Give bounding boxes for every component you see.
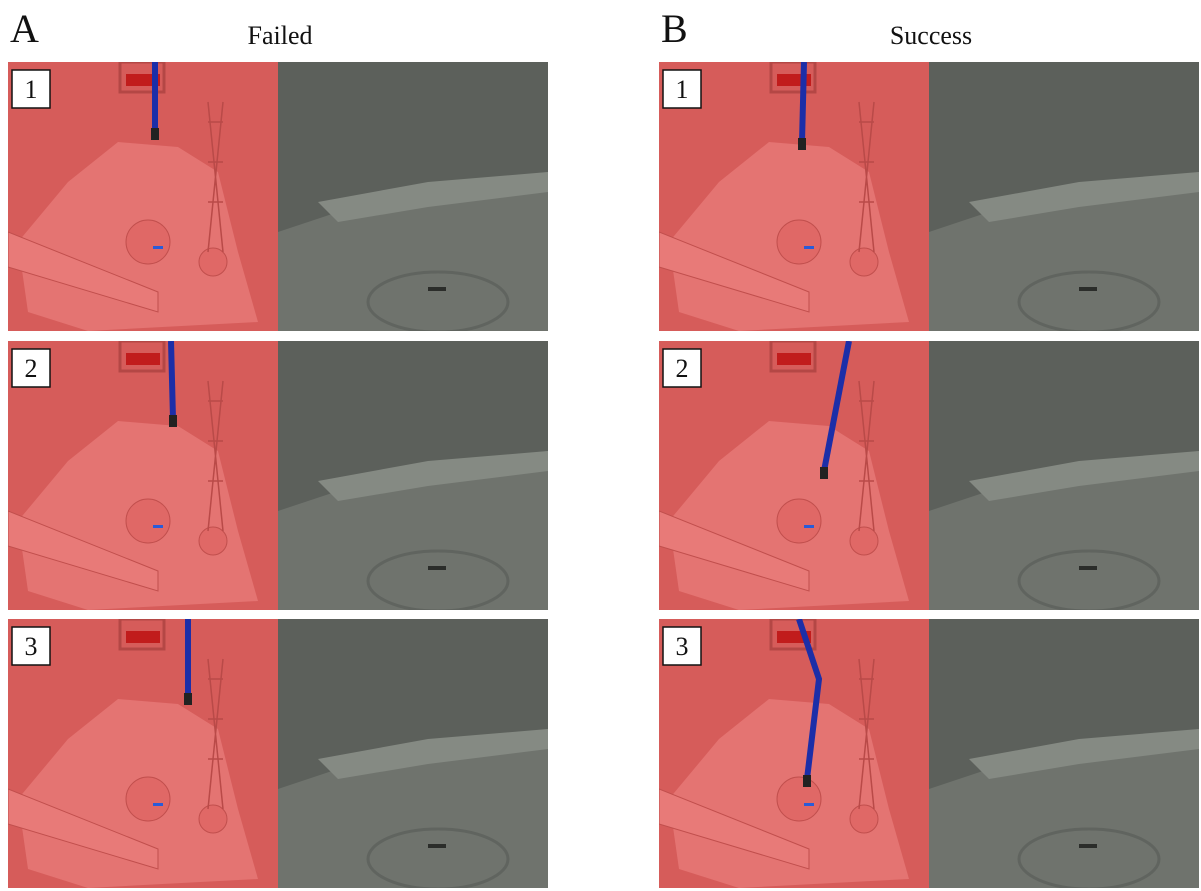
pit: [199, 805, 227, 833]
panel-letter: A: [10, 6, 39, 51]
gray-render: [278, 62, 548, 332]
frame-row: 1: [659, 62, 1199, 332]
frame-row: 2: [8, 341, 548, 611]
gantry-block: [126, 353, 160, 365]
gray-render: [929, 341, 1199, 611]
pit: [850, 527, 878, 555]
target: [1079, 844, 1097, 848]
gray-render: [278, 341, 548, 611]
gripper: [803, 775, 811, 787]
robot-arm: [802, 62, 804, 142]
pit: [850, 248, 878, 276]
target: [804, 246, 814, 249]
pit: [777, 777, 821, 821]
row-number: 3: [676, 632, 689, 661]
panel-title: Failed: [248, 21, 313, 50]
gripper: [169, 415, 177, 427]
target: [428, 844, 446, 848]
target: [1079, 566, 1097, 570]
gray-render: [278, 619, 548, 889]
target: [153, 246, 163, 249]
frame-row: 3: [8, 619, 548, 889]
gripper: [798, 138, 806, 150]
figure: A Failed 1 2 3 B Success 1 2 3: [0, 0, 1201, 891]
target: [428, 287, 446, 291]
row-number: 1: [25, 75, 38, 104]
target: [428, 566, 446, 570]
row-number: 3: [25, 632, 38, 661]
gripper: [151, 128, 159, 140]
row-number: 2: [25, 354, 38, 383]
pit: [126, 499, 170, 543]
gripper: [820, 467, 828, 479]
gray-render: [929, 62, 1199, 332]
target: [804, 525, 814, 528]
frame-row: 2: [659, 341, 1199, 611]
pit: [199, 527, 227, 555]
gantry-block: [126, 631, 160, 643]
pit: [777, 220, 821, 264]
pit: [199, 248, 227, 276]
panel-letter: B: [661, 6, 688, 51]
frame-row: 3: [659, 619, 1199, 889]
target: [153, 525, 163, 528]
row-number: 1: [676, 75, 689, 104]
target: [153, 803, 163, 806]
target: [1079, 287, 1097, 291]
pit: [126, 777, 170, 821]
row-number: 2: [676, 354, 689, 383]
pit: [126, 220, 170, 264]
panel-title: Success: [890, 21, 972, 50]
gray-render: [929, 619, 1199, 889]
target: [804, 803, 814, 806]
pit: [777, 499, 821, 543]
frame-row: 1: [8, 62, 548, 332]
robot-arm: [171, 341, 173, 419]
pit: [850, 805, 878, 833]
gantry-block: [777, 353, 811, 365]
gripper: [184, 693, 192, 705]
